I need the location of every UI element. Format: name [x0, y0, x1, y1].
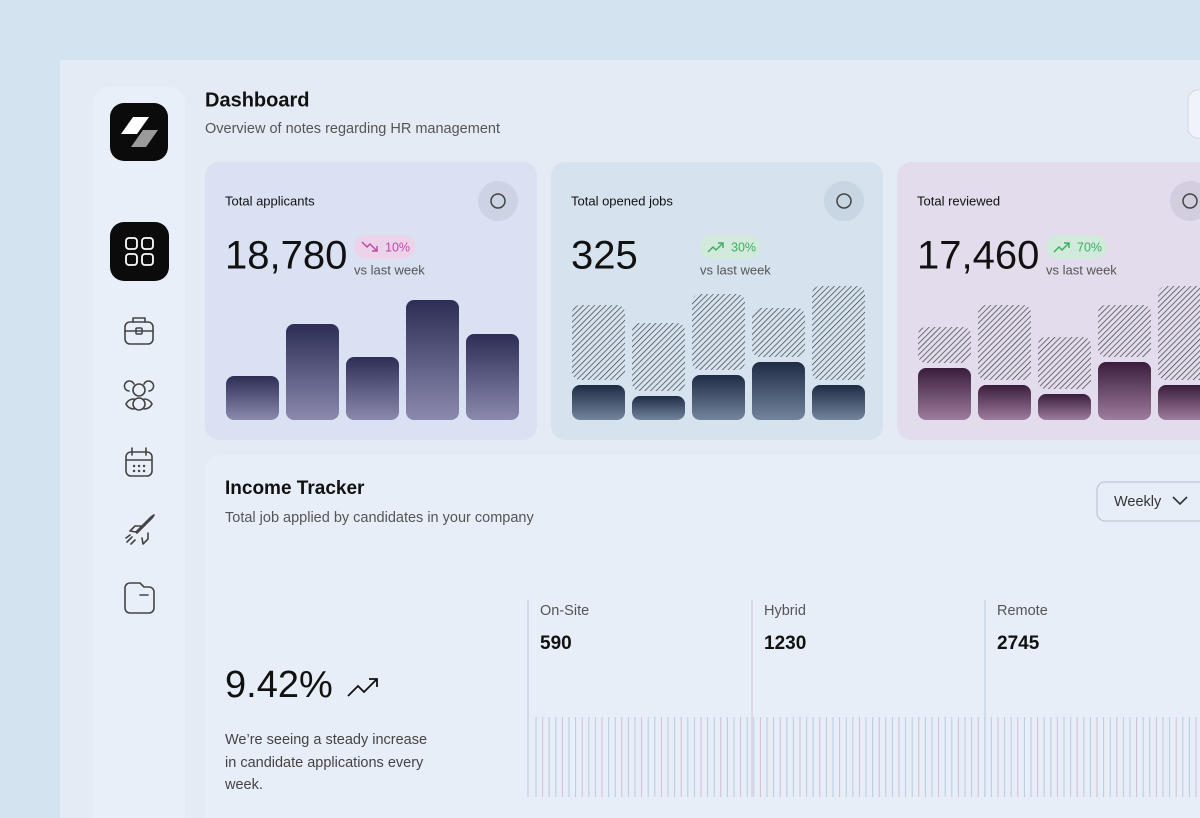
change-arrow [1053, 242, 1070, 253]
nav-people[interactable] [123, 380, 155, 411]
change-badge [1046, 235, 1107, 259]
stat-icon [824, 181, 864, 221]
bar-top [918, 327, 971, 363]
bar-base [1038, 394, 1091, 420]
change-badge [700, 235, 761, 259]
stat-comparison: vs last week [1046, 262, 1117, 277]
stat-value: 325 [571, 234, 638, 278]
period-dropdown[interactable]: Weekly [1096, 481, 1200, 522]
stat-icon-glyph [1182, 193, 1198, 209]
stat-value: 17,460 [917, 234, 1039, 278]
nav-jobs[interactable] [124, 317, 154, 345]
change-value: 30% [731, 240, 756, 254]
nav-dashboard[interactable] [110, 222, 169, 281]
income-card [205, 455, 1200, 818]
nav-files[interactable] [124, 582, 155, 614]
bar-top [1158, 286, 1200, 380]
bar-base [978, 385, 1031, 420]
breakdown-label: Remote [997, 603, 1048, 619]
nav-launch[interactable] [125, 514, 155, 545]
bar-top [1098, 305, 1151, 357]
breakdown-value: 1230 [764, 633, 806, 654]
change-arrow [707, 242, 724, 253]
stat-comparison: vs last week [700, 262, 771, 277]
change-value: 70% [1077, 240, 1102, 254]
income-description: We’re seeing a steady increase in candid… [225, 732, 428, 793]
stat-icon-glyph [836, 193, 852, 209]
bar-base [692, 375, 745, 420]
period-label: Weekly [1114, 494, 1162, 510]
breakdown-label: Hybrid [764, 603, 806, 619]
bar-top [692, 294, 745, 370]
bar-top [752, 308, 805, 357]
stat-title: Total reviewed [917, 193, 1000, 208]
top-button[interactable] [1187, 89, 1200, 139]
logo [110, 103, 168, 161]
stat-value: 18,780 [225, 234, 347, 278]
stat-title: Total applicants [225, 193, 315, 208]
bar-base [1158, 385, 1200, 420]
bar-top [812, 286, 865, 380]
breakdown-label: On-Site [540, 603, 589, 619]
bar-top [978, 305, 1031, 380]
bar-base [572, 385, 625, 420]
bar-base [752, 362, 805, 420]
income-subtitle: Total job applied by candidates in your … [225, 510, 534, 526]
income-rate: 9.42% [225, 664, 333, 706]
stat-icon-glyph [490, 193, 506, 209]
stat-icon [478, 181, 518, 221]
page-title: Dashboard [205, 89, 309, 111]
bar-top [572, 305, 625, 380]
bar [466, 334, 519, 420]
change-arrow [361, 241, 378, 252]
page-subtitle: Overview of notes regarding HR managemen… [205, 121, 500, 137]
bar-base [1098, 362, 1151, 420]
change-badge [354, 235, 415, 259]
bar [406, 300, 459, 420]
bar-top [632, 323, 685, 391]
bar-base [812, 385, 865, 420]
stat-title: Total opened jobs [571, 193, 673, 208]
income-title: Income Tracker [225, 478, 365, 499]
bar [226, 376, 279, 420]
trend-arrow [347, 678, 378, 697]
stat-comparison: vs last week [354, 262, 425, 277]
bar-base [632, 396, 685, 420]
breakdown-value: 2745 [997, 633, 1040, 654]
bar-top [1038, 337, 1091, 389]
change-value: 10% [385, 240, 410, 254]
bar [346, 357, 399, 420]
bar [286, 324, 339, 420]
bar-base [918, 368, 971, 420]
nav-calendar[interactable] [125, 447, 153, 477]
stat-icon [1170, 181, 1200, 221]
breakdown-value: 590 [540, 633, 572, 654]
